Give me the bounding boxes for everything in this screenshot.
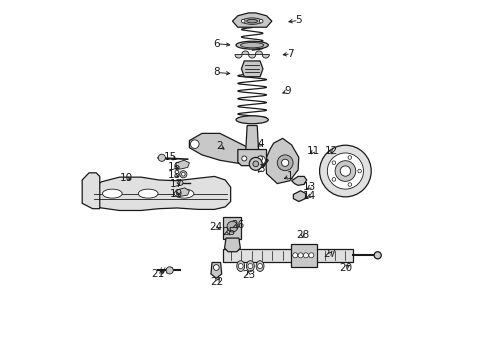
Circle shape	[332, 177, 336, 181]
Text: 8: 8	[213, 67, 220, 77]
Circle shape	[257, 156, 266, 165]
Ellipse shape	[243, 18, 262, 24]
Circle shape	[303, 253, 309, 258]
Wedge shape	[248, 54, 256, 58]
Text: 4: 4	[258, 139, 265, 149]
Circle shape	[277, 155, 293, 171]
Text: 3: 3	[258, 164, 265, 174]
Circle shape	[335, 161, 356, 181]
Polygon shape	[223, 217, 242, 239]
Circle shape	[319, 145, 371, 197]
Polygon shape	[82, 173, 100, 209]
Polygon shape	[242, 61, 263, 77]
Text: 14: 14	[303, 191, 316, 201]
Circle shape	[181, 172, 185, 176]
Ellipse shape	[246, 261, 254, 271]
Circle shape	[180, 171, 187, 178]
Polygon shape	[232, 13, 272, 27]
Circle shape	[166, 267, 173, 274]
Circle shape	[327, 153, 364, 189]
Text: 18: 18	[168, 170, 181, 180]
Wedge shape	[235, 54, 242, 58]
Ellipse shape	[102, 189, 122, 198]
Text: 16: 16	[168, 162, 181, 172]
Polygon shape	[84, 176, 231, 211]
Text: 23: 23	[242, 270, 255, 280]
Wedge shape	[262, 54, 270, 58]
Circle shape	[214, 265, 219, 270]
Polygon shape	[223, 249, 353, 262]
Ellipse shape	[247, 19, 258, 23]
Text: 24: 24	[209, 222, 222, 232]
Circle shape	[249, 157, 262, 170]
Circle shape	[298, 253, 303, 258]
Circle shape	[242, 156, 247, 161]
Polygon shape	[266, 138, 299, 184]
Ellipse shape	[237, 261, 245, 271]
Wedge shape	[255, 51, 263, 54]
Circle shape	[259, 19, 263, 23]
Text: 27: 27	[324, 248, 337, 258]
Text: 22: 22	[210, 277, 223, 287]
Text: 20: 20	[339, 263, 352, 273]
Circle shape	[248, 264, 253, 269]
Text: 10: 10	[120, 173, 132, 183]
Circle shape	[178, 180, 183, 185]
Circle shape	[191, 140, 199, 148]
Circle shape	[253, 161, 259, 167]
Text: 11: 11	[307, 146, 320, 156]
Text: 25: 25	[222, 227, 235, 237]
Circle shape	[242, 19, 245, 23]
Text: 17: 17	[170, 179, 183, 189]
Polygon shape	[224, 238, 240, 252]
Circle shape	[282, 159, 289, 166]
Circle shape	[340, 166, 350, 176]
Polygon shape	[245, 126, 259, 151]
Text: 26: 26	[231, 220, 245, 230]
Circle shape	[374, 252, 381, 259]
Text: 19: 19	[170, 189, 183, 199]
Text: 12: 12	[324, 146, 338, 156]
Text: 1: 1	[287, 171, 293, 181]
Wedge shape	[242, 51, 249, 54]
Polygon shape	[292, 176, 307, 185]
Ellipse shape	[174, 189, 194, 198]
Text: 5: 5	[295, 15, 302, 26]
Ellipse shape	[138, 189, 158, 198]
Polygon shape	[190, 134, 269, 167]
Ellipse shape	[256, 261, 264, 271]
Text: 7: 7	[288, 49, 294, 59]
Ellipse shape	[236, 41, 269, 49]
Polygon shape	[294, 191, 306, 202]
Text: 6: 6	[213, 39, 220, 49]
Text: 2: 2	[217, 141, 223, 151]
Circle shape	[238, 264, 243, 269]
Text: 28: 28	[296, 230, 309, 239]
Polygon shape	[211, 262, 221, 278]
Circle shape	[227, 221, 238, 232]
Circle shape	[348, 156, 352, 159]
Ellipse shape	[241, 42, 264, 48]
Circle shape	[258, 156, 263, 161]
Text: 15: 15	[164, 152, 177, 162]
Text: 9: 9	[284, 86, 291, 96]
Polygon shape	[238, 149, 267, 166]
Circle shape	[358, 169, 362, 173]
Circle shape	[309, 253, 314, 258]
Circle shape	[258, 264, 263, 269]
Text: 13: 13	[303, 182, 316, 192]
Ellipse shape	[236, 116, 269, 124]
Text: 21: 21	[151, 269, 165, 279]
Circle shape	[158, 154, 166, 161]
Circle shape	[293, 253, 298, 258]
Polygon shape	[176, 188, 190, 197]
Polygon shape	[176, 160, 190, 169]
Circle shape	[348, 183, 352, 186]
Polygon shape	[291, 244, 317, 267]
Circle shape	[332, 161, 336, 165]
